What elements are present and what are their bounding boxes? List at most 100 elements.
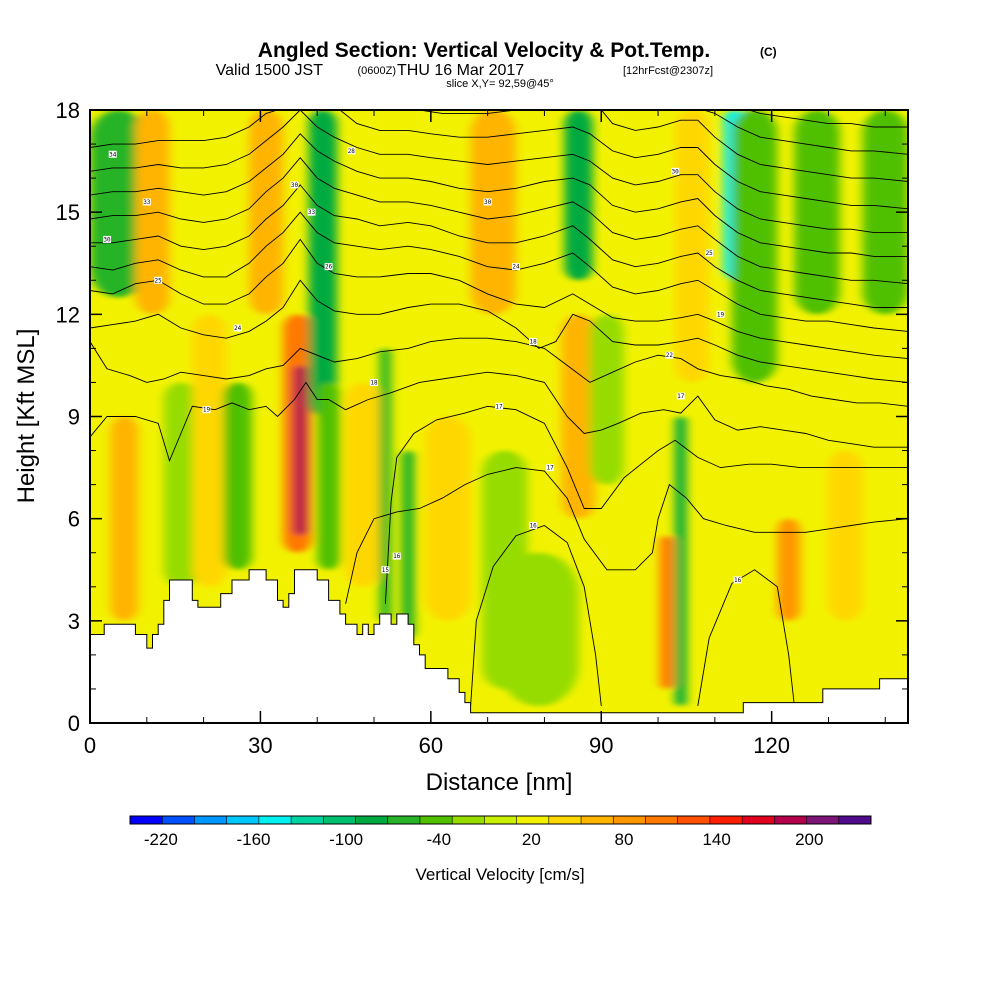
colorbar-swatch-11 — [484, 816, 518, 824]
theta-contour-16-0 — [470, 524, 602, 707]
contour-label-bg-14 — [512, 263, 521, 271]
colorbar-swatch-22 — [838, 816, 872, 824]
contour-label-bg-17 — [546, 464, 555, 472]
x-axis-title: Distance [nm] — [426, 769, 573, 796]
valid-time-utc: (0600Z) — [357, 65, 396, 77]
velocity-cell-1 — [109, 416, 139, 621]
velocity-cell-22 — [589, 314, 624, 485]
chart-title-units: (C) — [760, 45, 777, 59]
contour-label-bg-24 — [733, 576, 742, 584]
contour-label-8: 24 — [234, 325, 242, 332]
colorbar-swatch-19 — [742, 816, 775, 824]
contour-label-23: 17 — [677, 393, 685, 400]
velocity-cell-17 — [470, 110, 517, 315]
colorbar-tick-label-5: 80 — [615, 830, 634, 849]
contour-labels: 3433302530332826241918151630241817171630… — [103, 147, 742, 584]
colorbar-tick-label-0: -220 — [144, 830, 178, 849]
velocity-cell-29 — [794, 110, 840, 315]
theta-contour-23-8 — [90, 211, 908, 332]
colorbar-swatch-0 — [130, 816, 163, 824]
contour-label-21: 19 — [717, 311, 725, 318]
colorbar-tick-label-1: -160 — [236, 830, 270, 849]
contour-label-2: 30 — [103, 236, 111, 243]
contour-label-bg-12 — [392, 552, 401, 560]
contour-label-bg-23 — [676, 392, 685, 400]
theta-contour-29-16 — [600, 110, 908, 182]
theta-contour-27-12 — [90, 110, 908, 234]
contour-label-bg-10 — [370, 378, 379, 386]
potential-temperature-contours — [90, 110, 908, 707]
colorbar-tick-label-6: 140 — [702, 830, 730, 849]
theta-contour-28-13 — [90, 110, 278, 148]
velocity-cell-24 — [675, 416, 687, 706]
contour-label-15: 18 — [529, 339, 537, 346]
contour-label-13: 30 — [484, 199, 492, 206]
theta-contour-17-2 — [345, 467, 908, 604]
colorbar-tick-label-7: 200 — [795, 830, 823, 849]
contour-label-bg-16 — [495, 402, 503, 410]
chart-title: Angled Section: Vertical Velocity & Pot.… — [258, 39, 710, 62]
theta-contour-19-4 — [90, 371, 908, 463]
contour-label-6: 28 — [348, 148, 356, 155]
contour-label-20: 25 — [706, 250, 714, 257]
theta-contour-28-14 — [339, 110, 908, 210]
valid-time: Valid 1500 JST — [216, 62, 324, 79]
contour-label-5: 33 — [308, 209, 316, 216]
colorbar-swatch-3 — [226, 816, 260, 824]
colorbar-swatch-7 — [355, 816, 389, 824]
contour-label-7: 26 — [325, 264, 333, 271]
colorbar-swatch-15 — [613, 816, 646, 824]
contour-label-14: 24 — [512, 264, 520, 271]
plot-area: 3433302530332826241918151630241817171630… — [90, 110, 908, 723]
contour-label-4: 30 — [291, 182, 299, 189]
colorbar-swatch-14 — [581, 816, 614, 824]
x-tick-label-0: 0 — [84, 733, 96, 758]
velocity-cell-9 — [293, 365, 307, 536]
contour-label-11: 15 — [382, 567, 390, 574]
contour-label-bg-19 — [671, 167, 680, 175]
contour-label-bg-18 — [529, 521, 538, 529]
colorbar-swatch-16 — [645, 816, 679, 824]
theta-contour-16-1 — [697, 569, 795, 707]
velocity-cell-4 — [163, 382, 198, 587]
colorbar-frame — [129, 815, 872, 825]
contour-label-bg-11 — [381, 566, 390, 574]
contour-label-bg-15 — [529, 338, 538, 346]
velocity-cell-2 — [90, 110, 147, 298]
colorbar-swatch-18 — [709, 816, 743, 824]
contour-label-9: 19 — [203, 407, 211, 414]
velocity-cell-30 — [828, 450, 863, 621]
contour-label-1: 33 — [143, 199, 151, 206]
colorbar-swatch-4 — [258, 816, 292, 824]
theta-contour-30-17 — [703, 110, 908, 155]
contour-label-0: 34 — [109, 151, 117, 158]
x-tick-label-3: 90 — [589, 733, 613, 758]
y-axis-title: Height [Kft MSL] — [13, 329, 40, 504]
velocity-cell-23 — [659, 535, 674, 689]
contour-label-bg-4 — [290, 181, 299, 189]
y-tick-label-6: 18 — [56, 98, 80, 123]
velocity-cell-14 — [401, 450, 415, 638]
colorbar-tick-label-4: 20 — [522, 830, 541, 849]
contour-label-bg-1 — [142, 198, 151, 206]
contour-label-12: 16 — [393, 553, 401, 560]
velocity-cell-6 — [223, 382, 252, 570]
colorbar-label: Vertical Velocity [cm/s] — [415, 865, 584, 884]
colorbar-swatch-20 — [774, 816, 808, 824]
contour-label-16: 17 — [495, 403, 503, 410]
theta-contour-17-3 — [384, 405, 908, 604]
theta-contour-31-18 — [748, 110, 908, 128]
contour-label-bg-13 — [483, 198, 492, 206]
valid-date: THU 16 Mar 2017 — [397, 62, 524, 79]
theta-contour-20-5 — [90, 337, 908, 407]
contour-label-bg-9 — [202, 406, 211, 414]
theta-contour-26-11 — [90, 133, 908, 257]
colorbar-swatch-9 — [419, 816, 453, 824]
contour-label-bg-7 — [324, 263, 333, 271]
colorbar-swatch-17 — [677, 816, 711, 824]
colorbar-swatch-8 — [387, 816, 421, 824]
colorbar-swatch-2 — [194, 816, 228, 824]
velocity-cell-16 — [425, 416, 471, 621]
colorbar-swatch-5 — [291, 816, 324, 824]
y-tick-label-3: 9 — [68, 405, 80, 430]
